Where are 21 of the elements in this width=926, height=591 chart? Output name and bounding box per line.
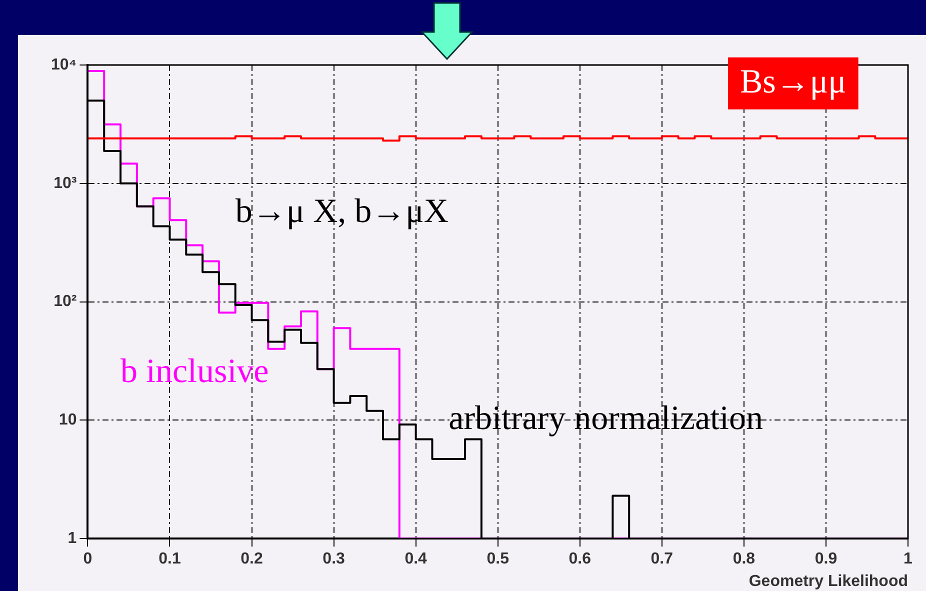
x-tick-label: 0 — [83, 550, 92, 568]
series-label: Bs→μμ — [740, 63, 846, 100]
x-axis-title: Geometry Likelihood — [748, 572, 908, 590]
y-tick-label: 10³ — [54, 174, 77, 192]
x-tick-label: 0.7 — [650, 550, 674, 568]
annotation: arbitrary normalization — [448, 400, 764, 438]
series-label: b→μ X, b→μX — [235, 193, 448, 230]
x-tick-label: 1 — [904, 550, 913, 568]
x-tick-label: 0.4 — [404, 550, 428, 568]
y-tick-label: 10² — [54, 293, 77, 310]
x-tick-label: 0.3 — [322, 550, 346, 568]
y-tick-label: 10 — [58, 412, 77, 429]
x-tick-label: 0.5 — [486, 550, 510, 568]
x-tick-label: 0.6 — [568, 550, 592, 568]
y-tick-label: 10⁴ — [50, 56, 77, 74]
x-tick-label: 0.2 — [240, 550, 263, 568]
x-tick-label: 0.1 — [158, 550, 181, 568]
x-tick-label: 0.9 — [814, 550, 838, 568]
x-tick-label: 0.8 — [732, 550, 756, 568]
y-tick-label: 1 — [68, 530, 77, 548]
series-label: b inclusive — [120, 353, 269, 390]
